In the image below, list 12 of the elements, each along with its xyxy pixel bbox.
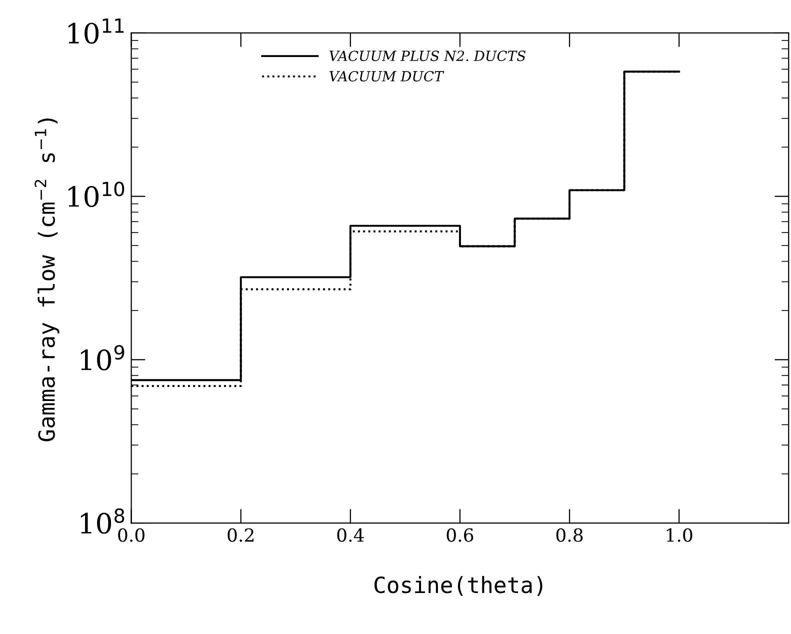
x-tick-label: 0.6 <box>446 528 474 542</box>
x-tick-label: 0.8 <box>556 528 583 542</box>
legend-label: VACUUM PLUS N2. DUCTS <box>329 50 526 62</box>
x-axis-title: Cosine(theta) <box>374 576 542 596</box>
legend-label: VACUUM DUCT <box>329 71 444 82</box>
x-tick-label: 0.2 <box>228 528 254 542</box>
x-tick-label: 1.0 <box>666 528 692 542</box>
y-axis-title: Gamma-ray flow (cm$^{−2}$ s$^{−1}$) <box>34 118 60 442</box>
x-tick-label: 0.4 <box>337 528 364 542</box>
y-tick-label: 10$^{9}$ <box>80 344 124 370</box>
y-tick-label: 10$^{10}$ <box>68 182 124 208</box>
y-tick-label: 10$^{11}$ <box>68 18 124 44</box>
